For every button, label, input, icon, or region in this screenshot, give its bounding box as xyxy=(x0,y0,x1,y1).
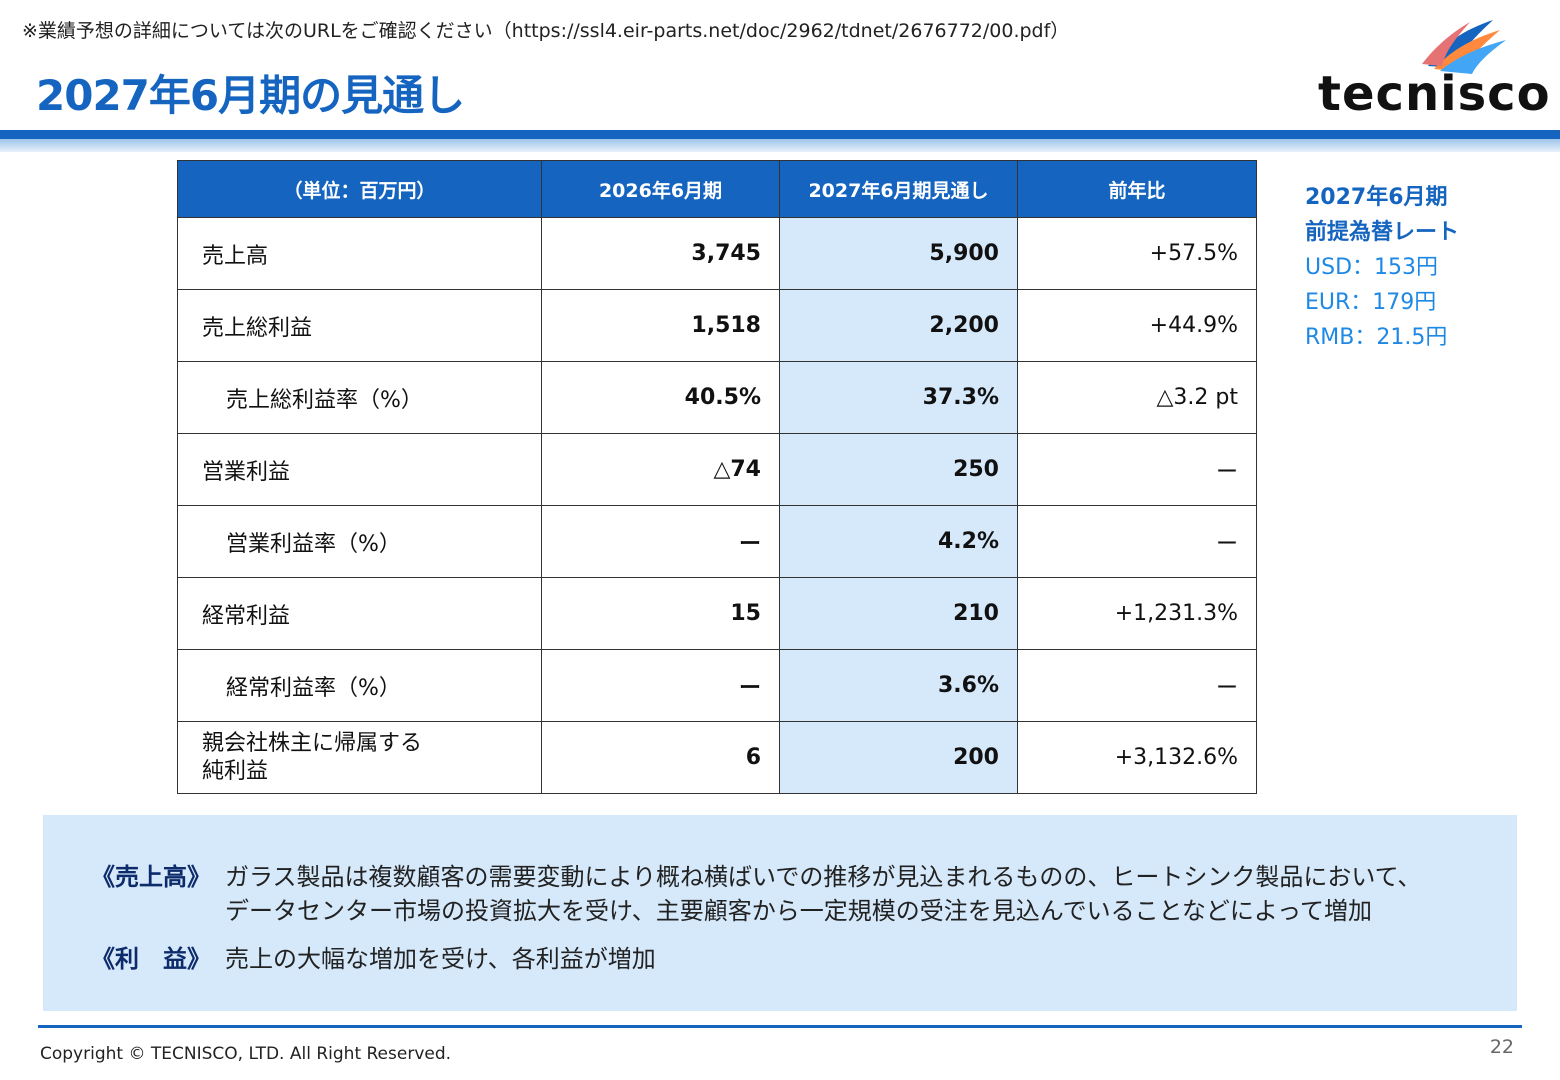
cell-fy2027: 2,200 xyxy=(779,289,1018,362)
fx-rate-title-line1: 2027年6月期 xyxy=(1305,185,1448,210)
cell-yoy: +3,132.6% xyxy=(1017,721,1257,794)
cell-yoy: +1,231.3% xyxy=(1017,577,1257,650)
page-number: 22 xyxy=(1489,1036,1514,1058)
logo-wordmark: tecnisco xyxy=(1318,66,1551,122)
forecast-table: （単位：百万円） 2026年6月期 2027年6月期見通し 前年比 売上高 3,… xyxy=(177,160,1257,794)
cell-fy2026: 15 xyxy=(541,577,780,650)
table-row: 経常利益率（%） ー 3.6% ー xyxy=(177,649,1257,722)
table-row: 営業利益率（%） ー 4.2% ー xyxy=(177,505,1257,578)
table-row: 売上総利益 1,518 2,200 +44.9% xyxy=(177,289,1257,362)
fx-rate-rmb: RMB：21.5円 xyxy=(1305,325,1448,350)
col-header-unit: （単位：百万円） xyxy=(177,160,542,218)
fx-rate-title-line2: 前提為替レート xyxy=(1305,220,1460,245)
col-header-fy2027-forecast: 2027年6月期見通し xyxy=(779,160,1018,218)
cell-fy2026: 3,745 xyxy=(541,217,780,290)
table-row: 売上総利益率（%） 40.5% 37.3% △3.2 pt xyxy=(177,361,1257,434)
row-label-gross-margin: 売上総利益率（%） xyxy=(177,361,542,434)
header-divider-bar xyxy=(0,130,1560,152)
summary-profit-tag: 《利 益》 xyxy=(91,945,211,973)
cell-fy2026: 40.5% xyxy=(541,361,780,434)
cell-fy2027: 250 xyxy=(779,433,1018,506)
forecast-detail-note: ※業績予想の詳細については次のURLをご確認ください（https://ssl4.… xyxy=(22,20,1070,42)
summary-profit-text: 売上の大幅な増加を受け、各利益が増加 xyxy=(225,945,656,973)
cell-yoy: +57.5% xyxy=(1017,217,1257,290)
summary-sales-line1: ガラス製品は複数顧客の需要変動により概ね横ばいでの推移が見込まれるものの、ヒート… xyxy=(225,863,1422,891)
summary-sales-tag: 《売上高》 xyxy=(91,863,211,891)
cell-yoy: ー xyxy=(1017,505,1257,578)
row-label-net-income: 親会社株主に帰属する 純利益 xyxy=(177,721,542,794)
cell-yoy: ー xyxy=(1017,649,1257,722)
table-row: 営業利益 △74 250 ー xyxy=(177,433,1257,506)
cell-fy2026: ー xyxy=(541,649,780,722)
row-label-operating-profit: 営業利益 xyxy=(177,433,542,506)
cell-yoy: △3.2 pt xyxy=(1017,361,1257,434)
table-header-row: （単位：百万円） 2026年6月期 2027年6月期見通し 前年比 xyxy=(177,160,1257,218)
table-row: 経常利益 15 210 +1,231.3% xyxy=(177,577,1257,650)
row-label-net-sales: 売上高 xyxy=(177,217,542,290)
fx-rate-eur: EUR：179円 xyxy=(1305,290,1437,315)
cell-fy2027: 200 xyxy=(779,721,1018,794)
table-row: 売上高 3,745 5,900 +57.5% xyxy=(177,217,1257,290)
cell-fy2027: 5,900 xyxy=(779,217,1018,290)
summary-sales-line2: データセンター市場の投資拡大を受け、主要顧客から一定規模の受注を見込んでいること… xyxy=(225,897,1372,925)
summary-box: 《売上高》 ガラス製品は複数顧客の需要変動により概ね横ばいでの推移が見込まれるも… xyxy=(43,815,1517,1011)
cell-fy2026: 1,518 xyxy=(541,289,780,362)
cell-fy2026: 6 xyxy=(541,721,780,794)
row-label-ordinary-margin: 経常利益率（%） xyxy=(177,649,542,722)
row-label-ordinary-profit: 経常利益 xyxy=(177,577,542,650)
cell-fy2027: 4.2% xyxy=(779,505,1018,578)
fx-rate-usd: USD：153円 xyxy=(1305,255,1438,280)
fx-rate-panel: 2027年6月期 前提為替レート USD：153円 EUR：179円 RMB：2… xyxy=(1305,180,1459,355)
tecnisco-logo: tecnisco xyxy=(1318,16,1550,122)
page-title: 2027年6月期の見通し xyxy=(36,71,465,120)
cell-fy2027: 37.3% xyxy=(779,361,1018,434)
col-header-fy2026: 2026年6月期 xyxy=(541,160,780,218)
cell-fy2027: 210 xyxy=(779,577,1018,650)
cell-fy2026: ー xyxy=(541,505,780,578)
table-row: 親会社株主に帰属する 純利益 6 200 +3,132.6% xyxy=(177,721,1257,794)
cell-yoy: +44.9% xyxy=(1017,289,1257,362)
footer-divider xyxy=(38,1025,1522,1028)
net-income-label-line1: 親会社株主に帰属する xyxy=(202,730,423,756)
copyright-text: Copyright © TECNISCO, LTD. All Right Res… xyxy=(40,1044,452,1064)
cell-yoy: ー xyxy=(1017,433,1257,506)
row-label-operating-margin: 営業利益率（%） xyxy=(177,505,542,578)
cell-fy2027: 3.6% xyxy=(779,649,1018,722)
logo-mark-icon xyxy=(1422,20,1506,74)
net-income-label-line2: 純利益 xyxy=(202,758,269,784)
col-header-yoy: 前年比 xyxy=(1017,160,1257,218)
cell-fy2026: △74 xyxy=(541,433,780,506)
row-label-gross-profit: 売上総利益 xyxy=(177,289,542,362)
